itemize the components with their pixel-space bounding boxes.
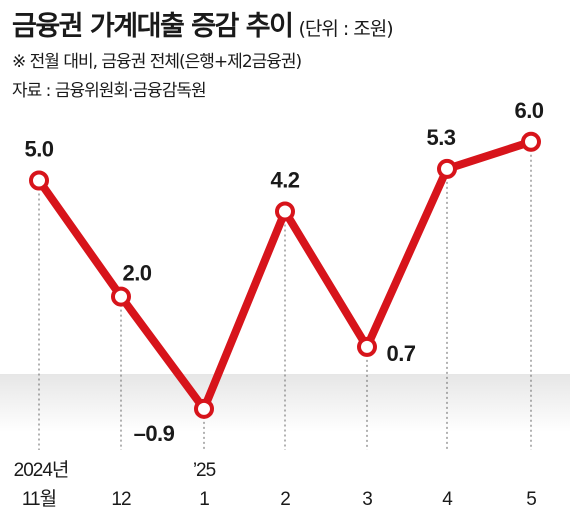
data-point-5	[437, 158, 457, 179]
data-point-0	[29, 170, 49, 191]
data-point-1	[111, 286, 131, 307]
x-tick-label-6: 5	[526, 489, 536, 510]
value-label-2: –0.9	[134, 421, 175, 446]
chart-title: 금융권 가계대출 증감 추이	[12, 11, 294, 42]
title-row: 금융권 가계대출 증감 추이 (단위 : 조원)	[12, 4, 562, 43]
value-label-5: 5.3	[426, 125, 455, 150]
value-label-3: 4.2	[270, 167, 299, 192]
x-tick-label-1: 12	[111, 489, 131, 510]
data-point-4	[357, 336, 377, 357]
x-tick-label-4: 3	[362, 489, 372, 510]
chart-note: ※ 전월 대비, 금융권 전체(은행+제2금융권)	[12, 52, 302, 72]
chart-header: 금융권 가계대출 증감 추이 (단위 : 조원) ※ 전월 대비, 금융권 전체…	[12, 4, 562, 101]
value-label-0: 5.0	[24, 137, 53, 162]
data-point-2	[194, 398, 214, 419]
value-label-1: 2.0	[122, 261, 151, 286]
x-tick-label-2: 1	[199, 489, 209, 510]
year-label-2: ’25	[193, 460, 216, 481]
data-point-6	[521, 131, 541, 152]
x-tick-label-5: 4	[442, 489, 453, 510]
x-tick-label-0: 11월	[22, 488, 56, 510]
x-tick-label-3: 2	[280, 489, 290, 510]
value-label-4: 0.7	[386, 341, 415, 366]
year-label-0: 2024년	[14, 459, 69, 481]
unit-label: (단위 : 조원)	[298, 18, 393, 40]
value-label-6: 6.0	[514, 98, 543, 123]
negative-area-band	[0, 374, 570, 432]
chart-source: 자료 : 금융위원회·금융감독원	[12, 81, 207, 101]
data-point-3	[275, 201, 295, 222]
